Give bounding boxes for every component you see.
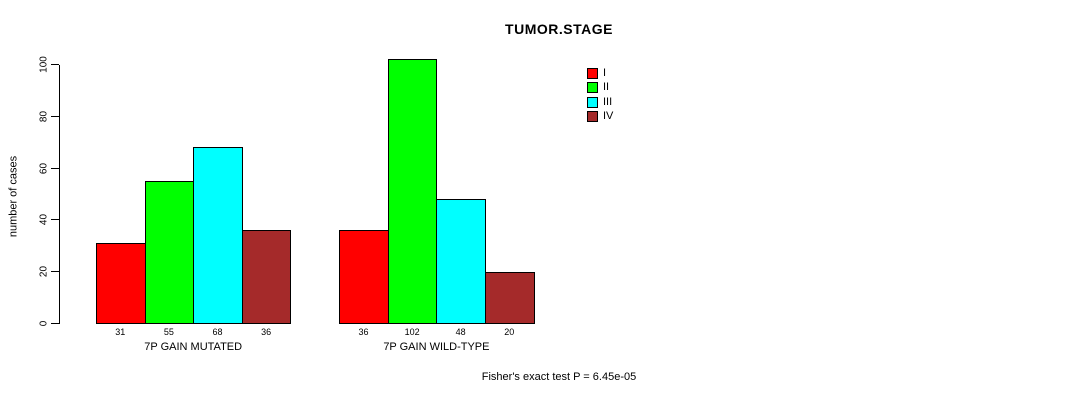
bar-series-I-group-1 xyxy=(339,230,389,325)
y-tick xyxy=(51,323,59,324)
y-tick xyxy=(51,167,59,169)
y-tick-label: 0 xyxy=(38,320,50,327)
bar-series-IV-group-1 xyxy=(485,271,535,325)
bar-value-label: 102 xyxy=(404,327,420,337)
bar-value-label: 36 xyxy=(261,327,272,337)
y-tick-label: 100 xyxy=(38,56,50,73)
x-category-label: 7P GAIN WILD-TYPE xyxy=(383,341,490,353)
bar-value-label: 48 xyxy=(455,327,466,337)
legend-label-IV: IV xyxy=(603,110,614,122)
y-tick xyxy=(51,115,59,117)
chart-title: TUMOR.STAGE xyxy=(505,21,613,37)
bar-value-label: 20 xyxy=(504,327,515,337)
bar-series-II-group-0 xyxy=(144,181,195,325)
y-tick-label: 60 xyxy=(38,162,50,174)
y-tick-label: 40 xyxy=(38,214,50,226)
y-tick xyxy=(51,219,59,221)
y-tick xyxy=(51,271,59,273)
stat-annotation: Fisher's exact test P = 6.45e-05 xyxy=(481,371,637,383)
legend-swatch-III xyxy=(587,96,598,108)
bar-series-II-group-1 xyxy=(387,59,438,325)
bar-series-III-group-0 xyxy=(193,147,243,325)
y-tick-label: 20 xyxy=(38,266,50,278)
y-axis-line xyxy=(59,64,60,324)
legend-swatch-IV xyxy=(587,111,598,122)
bar-value-label: 55 xyxy=(163,327,174,337)
bar-series-IV-group-0 xyxy=(241,230,292,325)
legend-swatch-I xyxy=(587,67,598,79)
legend-label-II: II xyxy=(603,81,610,93)
bar-value-label: 36 xyxy=(358,327,369,337)
bar-series-III-group-1 xyxy=(436,199,486,325)
legend-swatch-II xyxy=(587,82,598,93)
y-tick-label: 80 xyxy=(38,110,50,122)
x-category-label: 7P GAIN MUTATED xyxy=(144,341,243,353)
legend-label-I: I xyxy=(603,66,607,79)
bar-value-label: 68 xyxy=(212,327,223,337)
bar-value-label: 31 xyxy=(115,327,126,337)
legend-label-III: III xyxy=(603,95,613,108)
y-tick xyxy=(51,64,59,65)
bar-series-I-group-0 xyxy=(96,243,146,325)
